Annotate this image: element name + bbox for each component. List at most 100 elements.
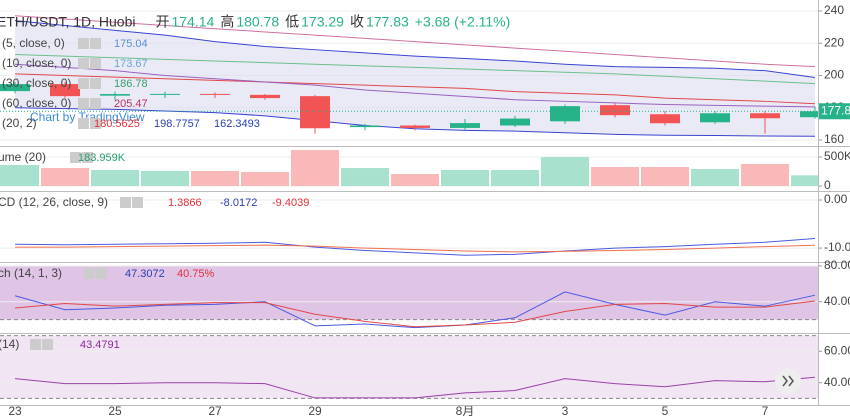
panel-icon[interactable] bbox=[120, 197, 131, 208]
x-tick-label: 23 bbox=[8, 404, 22, 417]
panel-label: ume (20) bbox=[0, 150, 46, 164]
study-icon[interactable] bbox=[78, 58, 89, 69]
volume-bar bbox=[491, 169, 539, 187]
x-tick-label: 7 bbox=[762, 404, 769, 417]
volume-bar bbox=[591, 166, 639, 187]
panel-value: -8.0172 bbox=[220, 197, 257, 209]
study-value: 162.3493 bbox=[214, 118, 260, 130]
ohlc-label: 收 bbox=[350, 14, 364, 30]
series-line bbox=[15, 244, 816, 253]
study-value: 186.78 bbox=[114, 78, 148, 90]
band bbox=[0, 335, 818, 399]
study-icon[interactable] bbox=[90, 118, 101, 129]
button-circle[interactable] bbox=[775, 368, 801, 394]
study-icon[interactable] bbox=[90, 58, 101, 69]
candle-body bbox=[400, 125, 430, 128]
volume-bar bbox=[791, 175, 818, 187]
volume-bar bbox=[691, 169, 739, 187]
study-label: (20, 2) bbox=[2, 116, 37, 130]
price-tag bbox=[818, 103, 850, 120]
study-label: (10, close, 0) bbox=[2, 56, 71, 70]
candle-body bbox=[450, 123, 480, 128]
series-line bbox=[14, 54, 816, 85]
scroll-button[interactable] bbox=[775, 368, 801, 394]
x-tick-label: 8月 bbox=[456, 404, 475, 417]
study-icon[interactable] bbox=[78, 118, 89, 129]
study-icon[interactable] bbox=[78, 98, 89, 109]
candle-body bbox=[350, 125, 380, 128]
study-label: (60, close, 0) bbox=[2, 96, 71, 110]
panel-value: 183.959K bbox=[78, 152, 126, 164]
ohlc-value: 180.78 bbox=[236, 14, 279, 30]
ohlc-label: 高 bbox=[220, 14, 234, 30]
y-tick-label: 80.00 bbox=[824, 258, 850, 272]
panel-icon[interactable] bbox=[132, 197, 143, 208]
panel-value: 43.4791 bbox=[80, 339, 120, 351]
volume-bar bbox=[191, 170, 239, 187]
panel-icon[interactable] bbox=[70, 152, 81, 163]
band bbox=[0, 265, 818, 320]
x-tick-label: 25 bbox=[108, 404, 122, 417]
y-tick-label: 160 bbox=[824, 132, 844, 146]
ohlc-value: 177.83 bbox=[366, 14, 409, 30]
study-label: (5, close, 0) bbox=[2, 36, 65, 50]
x-tick-label: 29 bbox=[308, 404, 322, 417]
candle-body bbox=[650, 114, 680, 124]
candle-body bbox=[600, 105, 630, 116]
candle-body bbox=[150, 93, 180, 95]
study-icon[interactable] bbox=[78, 38, 89, 49]
y-tick-label: 0 bbox=[824, 178, 831, 192]
series-line bbox=[14, 238, 816, 256]
study-label: (30, close, 0) bbox=[2, 76, 71, 90]
candle-body bbox=[700, 113, 730, 123]
y-tick-label: 500K bbox=[824, 149, 850, 163]
panel-label: CD (12, 26, close, 9) bbox=[0, 195, 108, 209]
study-icon[interactable] bbox=[90, 78, 101, 89]
study-icon[interactable] bbox=[90, 98, 101, 109]
y-tick-label: 200 bbox=[824, 68, 844, 82]
panel-label: ch (14, 1, 3) bbox=[0, 266, 62, 280]
panel-label: (14) bbox=[0, 337, 19, 351]
y-tick-label: 0.00 bbox=[824, 192, 848, 206]
volume-bar bbox=[741, 164, 789, 187]
panel-icon[interactable] bbox=[84, 268, 95, 279]
panel bbox=[0, 10, 818, 141]
series-line bbox=[14, 376, 816, 399]
candle-body bbox=[500, 118, 530, 126]
panel-value: 47.3072 bbox=[125, 268, 165, 280]
y-tick-label: -10.00 bbox=[824, 240, 850, 254]
panel-icon[interactable] bbox=[82, 152, 93, 163]
candle-body bbox=[800, 111, 818, 118]
y-tick-label: 60.00 bbox=[824, 343, 850, 357]
volume-bar bbox=[41, 168, 89, 187]
change-label: +3.68 (+2.11%) bbox=[415, 14, 510, 30]
panel-icon[interactable] bbox=[42, 339, 53, 350]
volume-bar bbox=[341, 168, 389, 187]
candle-body bbox=[200, 93, 230, 95]
volume-bar bbox=[241, 172, 289, 187]
volume-bar bbox=[541, 156, 589, 187]
ohlc-value: 174.14 bbox=[171, 14, 214, 30]
series-line bbox=[14, 73, 816, 105]
panel-icon[interactable] bbox=[30, 339, 41, 350]
volume-bar bbox=[141, 170, 189, 187]
volume-bar bbox=[291, 150, 339, 187]
x-tick-label: 27 bbox=[208, 404, 222, 417]
panel bbox=[0, 150, 818, 187]
candle-body bbox=[0, 84, 30, 92]
candle-body bbox=[550, 106, 580, 122]
study-icon[interactable] bbox=[90, 38, 101, 49]
panel-value: 40.75% bbox=[177, 268, 215, 280]
series-line bbox=[14, 300, 816, 328]
candle-body bbox=[50, 84, 80, 97]
candle-body bbox=[100, 94, 130, 96]
study-icon[interactable] bbox=[78, 78, 89, 89]
volume-bar bbox=[391, 173, 439, 187]
panel bbox=[0, 199, 818, 256]
study-value: 173.67 bbox=[114, 58, 148, 70]
panel-icon[interactable] bbox=[96, 268, 107, 279]
panel-value: 1.3866 bbox=[168, 197, 202, 209]
series-line bbox=[14, 15, 816, 68]
series-line bbox=[14, 291, 816, 329]
x-tick-label: 5 bbox=[662, 404, 669, 417]
